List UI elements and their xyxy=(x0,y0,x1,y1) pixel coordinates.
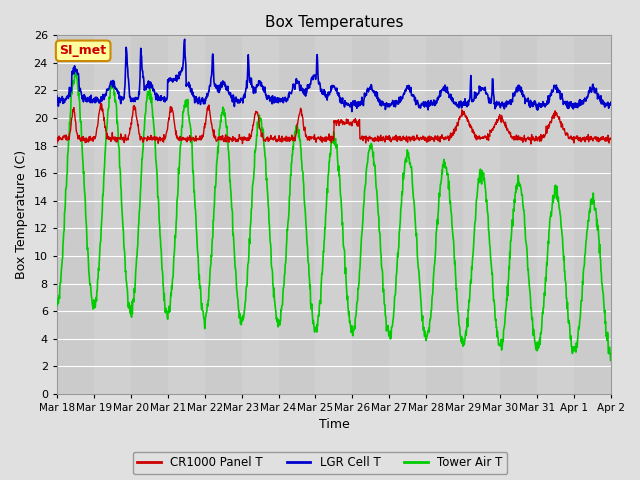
Bar xyxy=(278,36,316,394)
Bar xyxy=(426,36,463,394)
Text: SI_met: SI_met xyxy=(60,44,107,57)
Bar xyxy=(353,36,389,394)
Legend: CR1000 Panel T, LGR Cell T, Tower Air T: CR1000 Panel T, LGR Cell T, Tower Air T xyxy=(132,452,508,474)
Bar xyxy=(574,36,611,394)
Title: Box Temperatures: Box Temperatures xyxy=(265,15,403,30)
Bar xyxy=(57,36,94,394)
Bar xyxy=(205,36,241,394)
Y-axis label: Box Temperature (C): Box Temperature (C) xyxy=(15,150,28,279)
X-axis label: Time: Time xyxy=(319,419,349,432)
Bar xyxy=(131,36,168,394)
Bar xyxy=(500,36,537,394)
